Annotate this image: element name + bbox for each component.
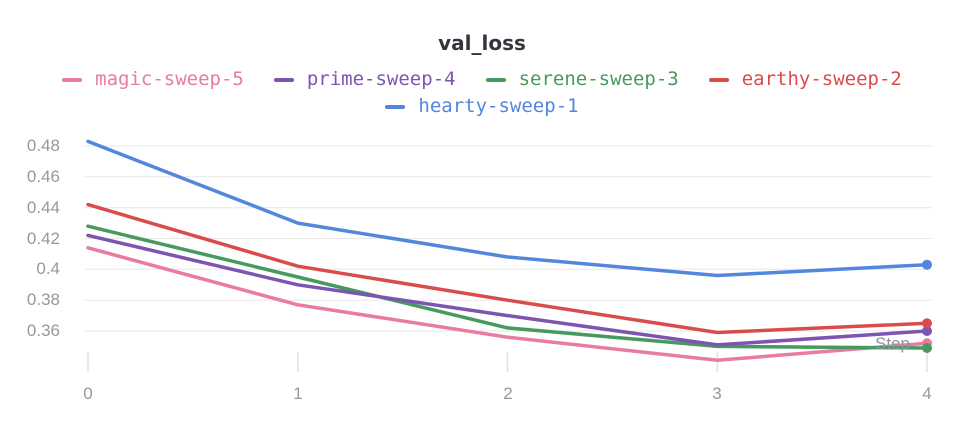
- chart-legend: magic-sweep-5 prime-sweep-4 serene-sweep…: [0, 67, 964, 119]
- chart-title: val_loss: [438, 31, 526, 55]
- legend-item-earthy-sweep-2[interactable]: earthy-sweep-2: [708, 67, 902, 92]
- legend-swatch-icon: [385, 104, 406, 109]
- legend-swatch-icon: [485, 77, 506, 82]
- legend-swatch-icon: [708, 77, 729, 82]
- legend-label: hearty-sweep-1: [418, 95, 579, 117]
- legend-swatch-icon: [273, 77, 294, 82]
- x-tick-label: 3: [712, 384, 722, 403]
- y-tick-label: 0.42: [26, 229, 60, 248]
- legend-item-magic-sweep-5[interactable]: magic-sweep-5: [62, 67, 244, 92]
- series-endpoint-hearty-sweep-1: [922, 259, 932, 270]
- series-line-magic-sweep-5[interactable]: [86, 246, 929, 363]
- x-tick-label: 0: [83, 384, 93, 403]
- legend-item-prime-sweep-4[interactable]: prime-sweep-4: [273, 67, 456, 92]
- y-tick-label: 0.36: [26, 321, 60, 340]
- series-endpoint-earthy-sweep-2: [922, 318, 932, 329]
- legend-swatch-icon: [62, 77, 83, 82]
- series-line-serene-sweep-3[interactable]: [86, 224, 929, 350]
- series-line-prime-sweep-4[interactable]: [86, 233, 929, 347]
- x-axis-title: Step: [875, 334, 910, 353]
- legend-label: prime-sweep-4: [306, 68, 456, 90]
- legend-item-hearty-sweep-1[interactable]: hearty-sweep-1: [385, 94, 579, 119]
- legend-row-2: hearty-sweep-1: [385, 94, 579, 119]
- y-tick-label: 0.4: [36, 259, 60, 278]
- series-line-hearty-sweep-1[interactable]: [86, 139, 929, 278]
- legend-label: magic-sweep-5: [95, 68, 244, 90]
- x-tick-label: 1: [293, 384, 303, 403]
- y-tick-label: 0.38: [26, 290, 60, 309]
- legend-item-serene-sweep-3[interactable]: serene-sweep-3: [485, 67, 679, 92]
- legend-row-1: magic-sweep-5 prime-sweep-4 serene-sweep…: [62, 67, 902, 92]
- y-tick-label: 0.46: [26, 167, 60, 186]
- legend-label: earthy-sweep-2: [741, 68, 902, 90]
- legend-label: serene-sweep-3: [518, 68, 679, 90]
- series-endpoint-prime-sweep-4: [922, 326, 932, 336]
- series-endpoint-serene-sweep-3: [922, 343, 932, 353]
- y-tick-label: 0.44: [26, 198, 60, 217]
- series-line-earthy-sweep-2[interactable]: [86, 202, 929, 335]
- x-tick-label: 2: [503, 384, 513, 403]
- x-tick-label: 4: [922, 384, 932, 403]
- y-tick-label: 0.48: [26, 136, 60, 155]
